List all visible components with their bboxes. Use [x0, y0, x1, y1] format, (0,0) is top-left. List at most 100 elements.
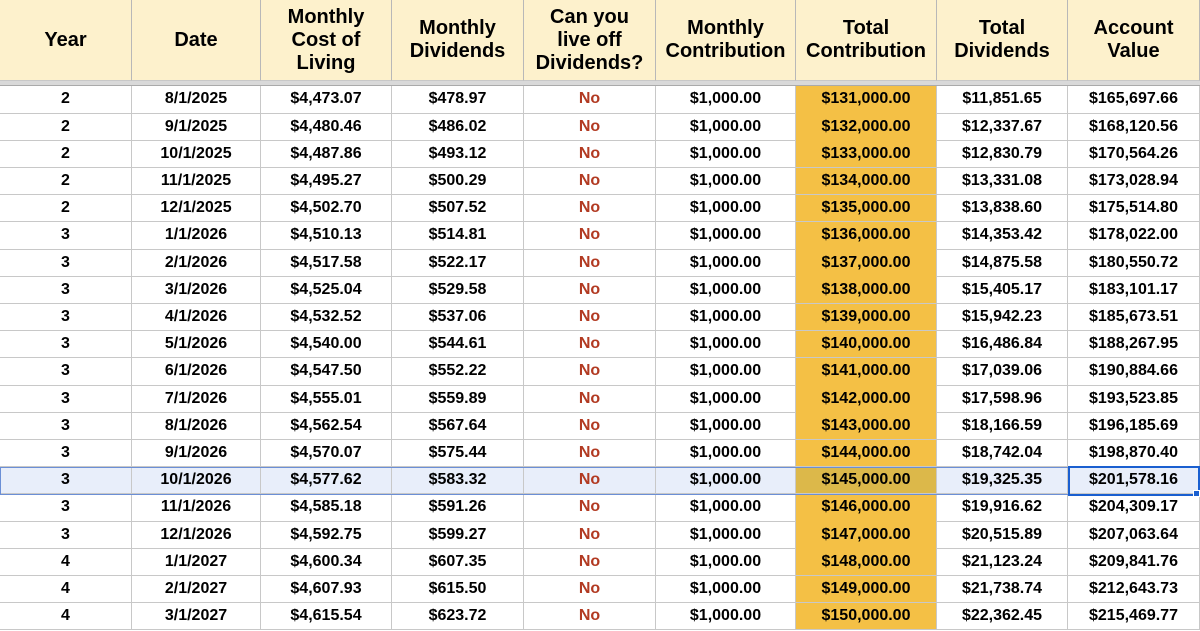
cell[interactable]: $1,000.00 [656, 439, 796, 468]
cell[interactable]: $599.27 [392, 521, 524, 549]
cell[interactable]: $4,510.13 [261, 222, 392, 250]
cell[interactable]: 1/1/2027 [132, 548, 261, 577]
fill-handle[interactable] [1193, 490, 1200, 497]
cell[interactable]: $131,000.00 [796, 86, 937, 114]
column-header[interactable]: Total Dividends [937, 0, 1068, 81]
cell[interactable]: $12,337.67 [937, 113, 1068, 141]
cell[interactable]: $185,673.51 [1068, 303, 1200, 332]
cell[interactable]: $146,000.00 [796, 494, 937, 522]
cell[interactable]: $188,267.95 [1068, 330, 1200, 359]
cell[interactable]: $145,000.00 [796, 466, 937, 495]
cell[interactable]: $136,000.00 [796, 222, 937, 250]
cell[interactable]: 3/1/2026 [132, 276, 261, 305]
cell[interactable]: $14,353.42 [937, 222, 1068, 250]
cell[interactable]: No [524, 113, 656, 141]
cell[interactable]: $1,000.00 [656, 602, 796, 631]
cell[interactable]: $623.72 [392, 602, 524, 631]
cell[interactable]: $4,577.62 [261, 466, 392, 495]
cell[interactable]: 5/1/2026 [132, 330, 261, 359]
cell[interactable]: $1,000.00 [656, 222, 796, 250]
cell[interactable]: 9/1/2025 [132, 113, 261, 141]
cell[interactable]: 3/1/2027 [132, 602, 261, 631]
cell[interactable]: $522.17 [392, 249, 524, 277]
cell[interactable]: $17,598.96 [937, 385, 1068, 413]
cell[interactable]: No [524, 358, 656, 386]
cell[interactable]: 10/1/2025 [132, 140, 261, 169]
cell[interactable]: $138,000.00 [796, 276, 937, 305]
cell[interactable]: $149,000.00 [796, 575, 937, 604]
cell[interactable]: $17,039.06 [937, 358, 1068, 386]
cell[interactable]: $4,547.50 [261, 358, 392, 386]
cell[interactable]: $148,000.00 [796, 548, 937, 577]
cell[interactable]: $193,523.85 [1068, 385, 1200, 413]
cell[interactable]: $4,607.93 [261, 575, 392, 604]
cell[interactable]: 4 [0, 575, 132, 604]
cell[interactable]: 3 [0, 439, 132, 468]
cell[interactable]: $1,000.00 [656, 494, 796, 522]
cell[interactable]: $141,000.00 [796, 358, 937, 386]
cell[interactable]: $12,830.79 [937, 140, 1068, 169]
cell[interactable]: $150,000.00 [796, 602, 937, 631]
cell[interactable]: $1,000.00 [656, 86, 796, 114]
cell[interactable]: No [524, 194, 656, 223]
cell[interactable]: No [524, 466, 656, 495]
cell[interactable]: 7/1/2026 [132, 385, 261, 413]
cell[interactable]: 10/1/2026 [132, 466, 261, 495]
cell[interactable]: $1,000.00 [656, 548, 796, 577]
cell[interactable]: $147,000.00 [796, 521, 937, 549]
cell[interactable]: $4,592.75 [261, 521, 392, 549]
cell[interactable]: $607.35 [392, 548, 524, 577]
cell[interactable]: 3 [0, 330, 132, 359]
cell[interactable]: $180,550.72 [1068, 249, 1200, 277]
cell[interactable]: $204,309.17 [1068, 494, 1200, 522]
cell[interactable]: 2/1/2027 [132, 575, 261, 604]
cell[interactable]: 6/1/2026 [132, 358, 261, 386]
cell[interactable]: No [524, 575, 656, 604]
cell[interactable]: $486.02 [392, 113, 524, 141]
cell[interactable]: $4,525.04 [261, 276, 392, 305]
cell[interactable]: $1,000.00 [656, 412, 796, 441]
cell[interactable]: No [524, 249, 656, 277]
column-header[interactable]: Year [0, 0, 132, 81]
cell[interactable]: 2 [0, 194, 132, 223]
cell[interactable]: No [524, 385, 656, 413]
cell[interactable]: $615.50 [392, 575, 524, 604]
cell[interactable]: 4 [0, 548, 132, 577]
cell[interactable]: $4,487.86 [261, 140, 392, 169]
cell[interactable]: $18,742.04 [937, 439, 1068, 468]
cell[interactable]: $14,875.58 [937, 249, 1068, 277]
cell[interactable]: 2 [0, 140, 132, 169]
cell[interactable]: $1,000.00 [656, 303, 796, 332]
cell[interactable]: 3 [0, 385, 132, 413]
cell[interactable]: $4,555.01 [261, 385, 392, 413]
cell[interactable]: 3 [0, 494, 132, 522]
cell[interactable]: $207,063.64 [1068, 521, 1200, 549]
cell[interactable]: $559.89 [392, 385, 524, 413]
cell[interactable]: 11/1/2026 [132, 494, 261, 522]
cell[interactable]: $544.61 [392, 330, 524, 359]
cell[interactable]: $142,000.00 [796, 385, 937, 413]
cell[interactable]: No [524, 86, 656, 114]
cell[interactable]: 11/1/2025 [132, 167, 261, 196]
cell[interactable]: $1,000.00 [656, 358, 796, 386]
cell[interactable]: $4,540.00 [261, 330, 392, 359]
cell[interactable]: 9/1/2026 [132, 439, 261, 468]
cell[interactable]: $1,000.00 [656, 521, 796, 549]
cell[interactable]: No [524, 602, 656, 631]
cell[interactable]: 4 [0, 602, 132, 631]
cell[interactable]: $19,325.35 [937, 466, 1068, 495]
cell[interactable]: $168,120.56 [1068, 113, 1200, 141]
cell[interactable]: $4,480.46 [261, 113, 392, 141]
column-header[interactable]: Total Contribution [796, 0, 937, 81]
cell[interactable]: $144,000.00 [796, 439, 937, 468]
cell[interactable]: $507.52 [392, 194, 524, 223]
cell[interactable]: $15,942.23 [937, 303, 1068, 332]
cell[interactable]: $537.06 [392, 303, 524, 332]
cell[interactable]: $201,578.16 [1068, 466, 1200, 495]
cell[interactable]: 4/1/2026 [132, 303, 261, 332]
cell[interactable]: No [524, 412, 656, 441]
cell[interactable]: $552.22 [392, 358, 524, 386]
cell[interactable]: 12/1/2025 [132, 194, 261, 223]
cell[interactable]: $1,000.00 [656, 194, 796, 223]
cell[interactable]: $13,838.60 [937, 194, 1068, 223]
